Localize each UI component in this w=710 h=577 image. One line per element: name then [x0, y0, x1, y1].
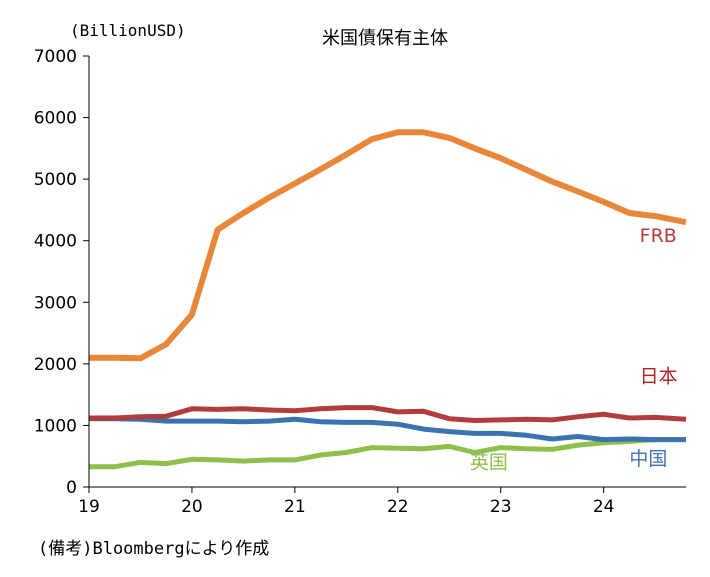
series-label-japan: 日本: [640, 365, 678, 387]
y-tick-label: 3000: [34, 293, 77, 313]
series-lines: [89, 129, 687, 470]
x-tick-label: 23: [490, 497, 512, 517]
x-axis-ticks: 19 20 21 22 23 24: [78, 487, 614, 517]
series-line-uk: [89, 437, 686, 470]
y-tick-label: 1000: [34, 416, 77, 436]
series-line-japan: [89, 405, 687, 423]
y-tick-label: 6000: [34, 109, 77, 129]
series-label-china: 中国: [629, 448, 667, 470]
x-tick-label: 20: [181, 497, 203, 517]
y-tick-label: 7000: [34, 47, 77, 67]
x-tick-label: 24: [593, 497, 615, 517]
y-tick-label: 5000: [34, 170, 77, 190]
series-line-frb: [89, 129, 687, 362]
y-tick-label: 4000: [34, 232, 77, 252]
source-note: (備考)Bloombergにより作成: [38, 539, 269, 559]
series-label-uk: 英国: [470, 452, 508, 474]
y-tick-label: 0: [66, 478, 77, 498]
x-tick-label: 19: [78, 497, 100, 517]
y-tick-label: 2000: [34, 355, 77, 375]
y-axis-ticks: 0 1000 2000 3000 4000 5000 6000 7000: [34, 47, 89, 498]
x-tick-label: 22: [387, 497, 409, 517]
y-axis-unit-label: (BillionUSD): [70, 21, 186, 40]
chart-title: 米国債保有主体: [322, 28, 448, 49]
series-line-china: [89, 416, 686, 443]
series-label-frb: FRB: [640, 225, 677, 247]
x-tick-label: 21: [284, 497, 306, 517]
